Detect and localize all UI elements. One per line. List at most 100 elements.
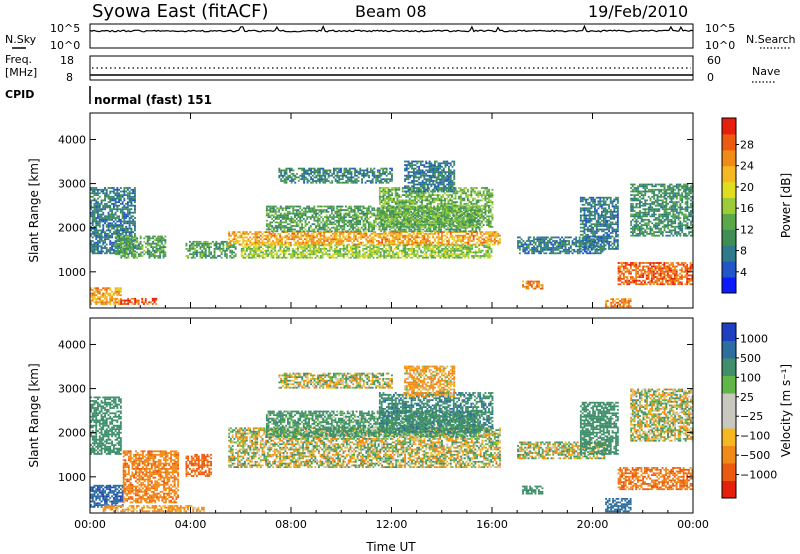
echo-cell: [387, 192, 390, 195]
echo-cell: [390, 241, 392, 244]
echo-cell: [278, 214, 281, 217]
echo-cell: [424, 204, 427, 207]
echo-cell: [272, 251, 275, 254]
echo-cell: [452, 215, 455, 218]
echo-cell: [362, 214, 365, 217]
echo-cell: [111, 241, 113, 244]
echo-cell: [375, 243, 378, 246]
echo-cell: [386, 255, 389, 257]
echo-cell: [459, 225, 462, 228]
echo-cell: [141, 246, 144, 248]
echo-cell: [386, 217, 388, 219]
echo-cell: [330, 246, 333, 248]
echo-cell: [284, 241, 287, 244]
echo-cell: [118, 292, 120, 295]
echo-cell: [274, 249, 277, 252]
echo-cell: [275, 256, 278, 259]
echo-cell: [128, 231, 131, 233]
echo-cell: [476, 255, 479, 257]
echo-cell: [350, 216, 353, 218]
echo-cell: [335, 251, 338, 254]
echo-cell: [428, 201, 431, 203]
echo-cell: [290, 219, 293, 222]
echo-cell: [391, 210, 394, 212]
echo-cell: [111, 225, 113, 228]
echo-cell: [345, 214, 347, 217]
echo-cell: [490, 241, 493, 244]
echo-cell: [265, 241, 267, 244]
echo-cell: [449, 197, 452, 200]
echo-cell: [234, 246, 237, 248]
echo-cell: [164, 251, 167, 254]
echo-cell: [449, 231, 452, 233]
echo-cell: [263, 253, 266, 256]
echo-cell: [339, 218, 342, 220]
echo-cell: [440, 230, 442, 233]
echo-cell: [275, 253, 278, 256]
echo-cell: [380, 222, 383, 225]
echo-cell: [260, 244, 262, 247]
echo-cell: [434, 246, 437, 248]
echo-cell: [116, 208, 119, 211]
echo-cell: [468, 208, 471, 211]
echo-cell: [310, 243, 313, 246]
echo-cell: [411, 205, 414, 208]
echo-cell: [408, 217, 411, 219]
echo-cell: [348, 244, 350, 247]
echo-cell: [418, 228, 421, 231]
echo-cell: [397, 241, 399, 244]
echo-cell: [444, 206, 446, 209]
echo-cell: [456, 225, 459, 228]
echo-cell: [376, 253, 379, 256]
echo-cell: [321, 253, 324, 256]
echo-cell: [338, 209, 340, 211]
echo-cell: [344, 236, 347, 239]
echo-cell: [269, 228, 272, 231]
echo-cell: [440, 225, 443, 228]
echo-cell: [129, 251, 132, 254]
echo-cell: [438, 223, 441, 226]
echo-cell: [328, 255, 331, 257]
echo-cell: [412, 195, 415, 198]
echo-cell: [490, 234, 493, 237]
echo-cell: [422, 213, 425, 216]
echo-cell: [447, 201, 450, 203]
echo-cell: [487, 253, 489, 256]
echo-cell: [155, 249, 158, 252]
echo-cell: [461, 226, 463, 229]
echo-cell: [362, 249, 364, 252]
echo-cell: [429, 225, 432, 228]
echo-cell: [228, 231, 231, 233]
echo-cell: [415, 201, 418, 203]
echo-cell: [107, 292, 110, 295]
echo-cell: [97, 297, 99, 300]
echo-cell: [315, 214, 317, 217]
echo-cell: [95, 238, 98, 241]
echo-cell: [204, 255, 207, 257]
echo-cell: [384, 194, 387, 196]
echo-cell: [468, 225, 471, 228]
echo-cell: [122, 240, 125, 243]
echo-cell: [272, 210, 275, 213]
echo-cell: [356, 256, 359, 259]
echo-cell: [105, 243, 108, 246]
echo-cell: [437, 194, 439, 196]
echo-cell: [367, 226, 370, 229]
echo-cell: [238, 236, 241, 239]
echo-cell: [404, 230, 407, 233]
echo-cell: [105, 287, 108, 290]
echo-cell: [373, 221, 376, 224]
echo-cell: [432, 244, 435, 247]
echo-cell: [341, 225, 344, 227]
echo-cell: [419, 204, 422, 207]
echo-cell: [471, 255, 473, 257]
echo-cell: [401, 203, 404, 205]
echo-cell: [438, 222, 441, 225]
echo-cell: [369, 225, 372, 227]
echo-cell: [481, 244, 484, 247]
echo-cell: [398, 208, 401, 211]
echo-cell: [360, 209, 363, 211]
echo-cell: [382, 215, 385, 218]
echo-cell: [400, 206, 402, 209]
echo-cell: [428, 213, 431, 216]
